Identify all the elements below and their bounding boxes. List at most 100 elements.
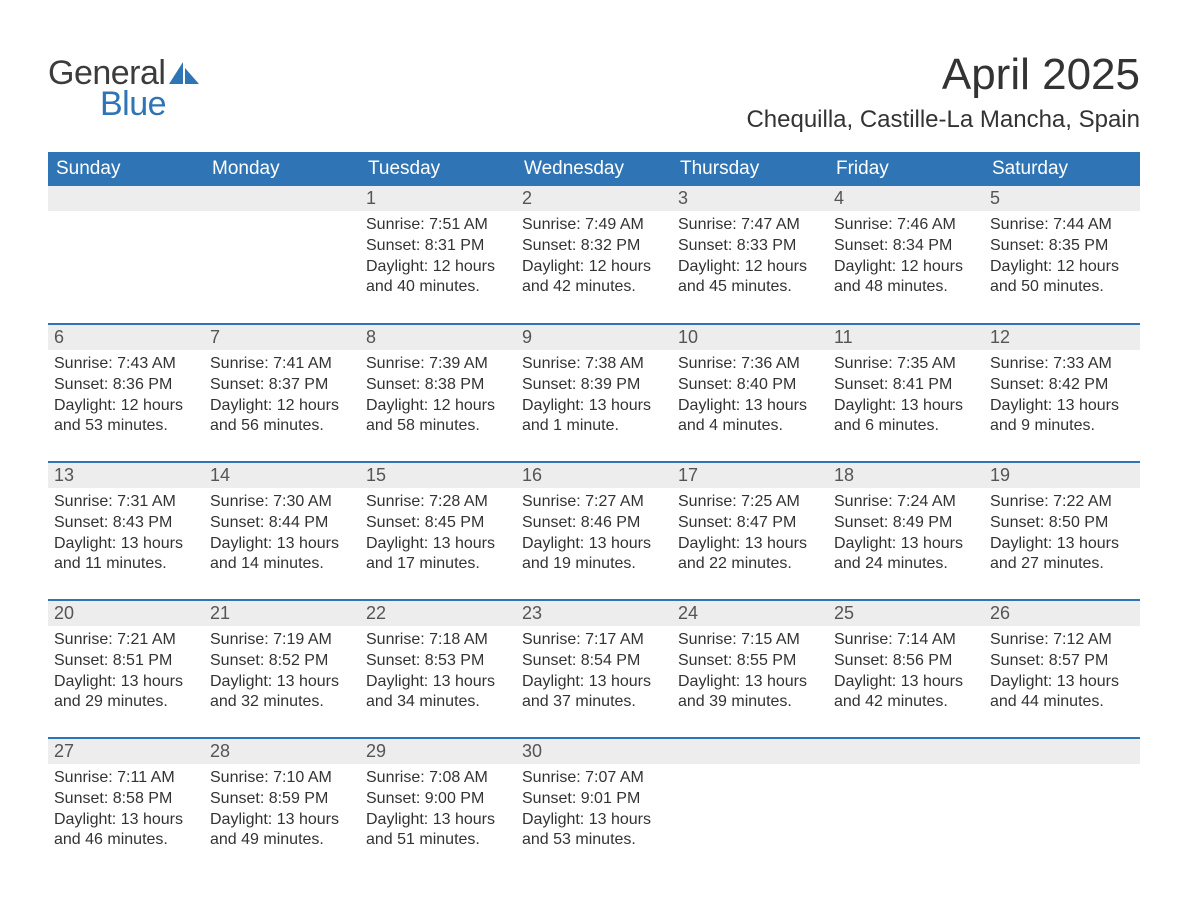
day-body: Sunrise: 7:44 AMSunset: 8:35 PMDaylight:… <box>984 211 1140 304</box>
day-number <box>48 186 204 211</box>
day-body: Sunrise: 7:41 AMSunset: 8:37 PMDaylight:… <box>204 350 360 443</box>
day-daylight1: Daylight: 13 hours <box>990 396 1134 417</box>
day-body: Sunrise: 7:15 AMSunset: 8:55 PMDaylight:… <box>672 626 828 719</box>
calendar-day-cell: 6Sunrise: 7:43 AMSunset: 8:36 PMDaylight… <box>48 324 204 462</box>
day-daylight1: Daylight: 13 hours <box>678 672 822 693</box>
calendar-day-cell: 30Sunrise: 7:07 AMSunset: 9:01 PMDayligh… <box>516 738 672 876</box>
day-sunset: Sunset: 8:43 PM <box>54 513 198 534</box>
weekday-header: Thursday <box>672 152 828 186</box>
calendar-week-row: 27Sunrise: 7:11 AMSunset: 8:58 PMDayligh… <box>48 738 1140 876</box>
day-daylight2: and 49 minutes. <box>210 830 354 851</box>
day-number: 24 <box>672 601 828 626</box>
day-daylight1: Daylight: 13 hours <box>990 534 1134 555</box>
calendar-day-cell: 16Sunrise: 7:27 AMSunset: 8:46 PMDayligh… <box>516 462 672 600</box>
day-sunrise: Sunrise: 7:36 AM <box>678 354 822 375</box>
day-number: 14 <box>204 463 360 488</box>
day-sunset: Sunset: 9:01 PM <box>522 789 666 810</box>
day-number: 7 <box>204 325 360 350</box>
day-daylight1: Daylight: 13 hours <box>834 396 978 417</box>
day-daylight2: and 32 minutes. <box>210 692 354 713</box>
logo: General Blue <box>48 54 199 124</box>
weekday-header: Sunday <box>48 152 204 186</box>
day-daylight1: Daylight: 13 hours <box>54 534 198 555</box>
day-sunset: Sunset: 8:50 PM <box>990 513 1134 534</box>
day-body: Sunrise: 7:33 AMSunset: 8:42 PMDaylight:… <box>984 350 1140 443</box>
day-number <box>984 739 1140 764</box>
day-sunrise: Sunrise: 7:39 AM <box>366 354 510 375</box>
day-sunrise: Sunrise: 7:44 AM <box>990 215 1134 236</box>
day-body <box>984 764 1140 774</box>
day-body: Sunrise: 7:49 AMSunset: 8:32 PMDaylight:… <box>516 211 672 304</box>
day-daylight2: and 53 minutes. <box>54 416 198 437</box>
day-daylight2: and 29 minutes. <box>54 692 198 713</box>
calendar-day-cell: 18Sunrise: 7:24 AMSunset: 8:49 PMDayligh… <box>828 462 984 600</box>
day-sunrise: Sunrise: 7:51 AM <box>366 215 510 236</box>
day-body <box>48 211 204 221</box>
day-daylight2: and 37 minutes. <box>522 692 666 713</box>
location-subtitle: Chequilla, Castille-La Mancha, Spain <box>746 106 1140 134</box>
day-body: Sunrise: 7:18 AMSunset: 8:53 PMDaylight:… <box>360 626 516 719</box>
day-daylight2: and 53 minutes. <box>522 830 666 851</box>
day-sunrise: Sunrise: 7:19 AM <box>210 630 354 651</box>
day-number: 20 <box>48 601 204 626</box>
day-sunrise: Sunrise: 7:30 AM <box>210 492 354 513</box>
day-daylight1: Daylight: 13 hours <box>678 534 822 555</box>
day-sunrise: Sunrise: 7:12 AM <box>990 630 1134 651</box>
day-daylight2: and 44 minutes. <box>990 692 1134 713</box>
day-sunrise: Sunrise: 7:11 AM <box>54 768 198 789</box>
day-sunset: Sunset: 8:54 PM <box>522 651 666 672</box>
logo-text-blue: Blue <box>100 85 166 124</box>
day-sunset: Sunset: 8:37 PM <box>210 375 354 396</box>
day-daylight2: and 39 minutes. <box>678 692 822 713</box>
day-body: Sunrise: 7:35 AMSunset: 8:41 PMDaylight:… <box>828 350 984 443</box>
day-sunrise: Sunrise: 7:35 AM <box>834 354 978 375</box>
calendar-day-cell: 26Sunrise: 7:12 AMSunset: 8:57 PMDayligh… <box>984 600 1140 738</box>
calendar-day-cell: 4Sunrise: 7:46 AMSunset: 8:34 PMDaylight… <box>828 186 984 324</box>
day-daylight1: Daylight: 13 hours <box>990 672 1134 693</box>
day-daylight1: Daylight: 12 hours <box>522 257 666 278</box>
calendar-day-cell: 28Sunrise: 7:10 AMSunset: 8:59 PMDayligh… <box>204 738 360 876</box>
day-sunset: Sunset: 8:35 PM <box>990 236 1134 257</box>
day-daylight1: Daylight: 13 hours <box>366 672 510 693</box>
day-number: 25 <box>828 601 984 626</box>
day-sunrise: Sunrise: 7:31 AM <box>54 492 198 513</box>
day-daylight2: and 24 minutes. <box>834 554 978 575</box>
calendar-day-cell: 23Sunrise: 7:17 AMSunset: 8:54 PMDayligh… <box>516 600 672 738</box>
day-sunrise: Sunrise: 7:43 AM <box>54 354 198 375</box>
day-sunset: Sunset: 8:33 PM <box>678 236 822 257</box>
calendar-week-row: 20Sunrise: 7:21 AMSunset: 8:51 PMDayligh… <box>48 600 1140 738</box>
day-body: Sunrise: 7:38 AMSunset: 8:39 PMDaylight:… <box>516 350 672 443</box>
day-number: 5 <box>984 186 1140 211</box>
day-number <box>828 739 984 764</box>
calendar-day-cell: 27Sunrise: 7:11 AMSunset: 8:58 PMDayligh… <box>48 738 204 876</box>
weekday-header: Saturday <box>984 152 1140 186</box>
day-sunset: Sunset: 8:58 PM <box>54 789 198 810</box>
day-body: Sunrise: 7:25 AMSunset: 8:47 PMDaylight:… <box>672 488 828 581</box>
day-daylight1: Daylight: 13 hours <box>678 396 822 417</box>
day-daylight2: and 11 minutes. <box>54 554 198 575</box>
day-sunset: Sunset: 8:38 PM <box>366 375 510 396</box>
day-number: 11 <box>828 325 984 350</box>
day-body: Sunrise: 7:08 AMSunset: 9:00 PMDaylight:… <box>360 764 516 857</box>
calendar-day-cell: 7Sunrise: 7:41 AMSunset: 8:37 PMDaylight… <box>204 324 360 462</box>
day-sunset: Sunset: 8:42 PM <box>990 375 1134 396</box>
day-body: Sunrise: 7:22 AMSunset: 8:50 PMDaylight:… <box>984 488 1140 581</box>
day-number: 6 <box>48 325 204 350</box>
day-number: 12 <box>984 325 1140 350</box>
day-sunset: Sunset: 8:52 PM <box>210 651 354 672</box>
day-number <box>204 186 360 211</box>
day-daylight2: and 22 minutes. <box>678 554 822 575</box>
day-body: Sunrise: 7:27 AMSunset: 8:46 PMDaylight:… <box>516 488 672 581</box>
day-body: Sunrise: 7:39 AMSunset: 8:38 PMDaylight:… <box>360 350 516 443</box>
day-daylight1: Daylight: 13 hours <box>522 672 666 693</box>
day-daylight1: Daylight: 12 hours <box>834 257 978 278</box>
day-number: 18 <box>828 463 984 488</box>
day-daylight2: and 42 minutes. <box>834 692 978 713</box>
day-sunset: Sunset: 8:51 PM <box>54 651 198 672</box>
day-number: 13 <box>48 463 204 488</box>
day-daylight2: and 27 minutes. <box>990 554 1134 575</box>
day-number: 8 <box>360 325 516 350</box>
day-daylight2: and 45 minutes. <box>678 277 822 298</box>
day-sunset: Sunset: 8:56 PM <box>834 651 978 672</box>
day-daylight1: Daylight: 13 hours <box>834 672 978 693</box>
